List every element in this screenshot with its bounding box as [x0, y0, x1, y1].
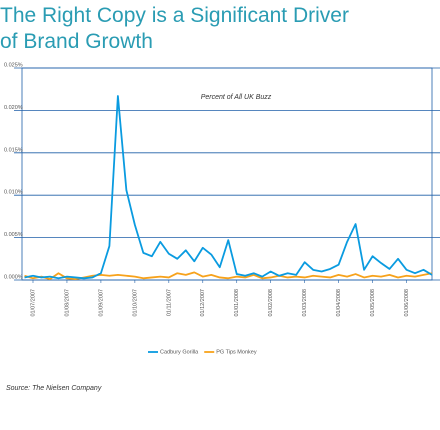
- series-line: [24, 271, 433, 281]
- y-tick-label: 0.010%: [4, 190, 23, 196]
- y-tick-label: 0.020%: [4, 105, 23, 111]
- x-tick-label: 01/04/2008: [336, 289, 342, 317]
- x-tick-label: 01/09/2007: [98, 289, 104, 317]
- y-tick-label: 0.000%: [4, 274, 23, 280]
- source: Source: The Nielsen Company: [6, 385, 102, 392]
- x-tick-label: 01/08/2007: [64, 289, 70, 317]
- legend-label: PG Tips Monkey: [216, 349, 257, 355]
- y-tick-label: 0.015%: [4, 147, 23, 153]
- x-tick-label: 01/10/2007: [132, 289, 138, 317]
- chart-title: The Right Copy is a Significant Driver: [0, 4, 349, 27]
- x-tick-label: 01/07/2007: [30, 289, 36, 317]
- y-tick-label: 0.005%: [4, 232, 23, 238]
- x-tick-label: 01/03/2008: [302, 289, 308, 317]
- x-tick-label: 01/06/2008: [404, 289, 410, 317]
- chart-title: of Brand Growth: [0, 30, 153, 53]
- x-tick-label: 01/02/2008: [268, 289, 274, 317]
- x-tick-label: 01/05/2008: [370, 289, 376, 317]
- x-tick-label: 01/11/2007: [166, 289, 172, 316]
- series-line: [24, 95, 433, 280]
- x-tick-label: 01/12/2007: [200, 289, 206, 317]
- x-tick-label: 01/01/2008: [234, 289, 240, 317]
- y-tick-label: 0.025%: [4, 62, 23, 68]
- legend-label: Cadbury Gorilla: [160, 349, 199, 355]
- annotation: Percent of All UK Buzz: [201, 94, 272, 101]
